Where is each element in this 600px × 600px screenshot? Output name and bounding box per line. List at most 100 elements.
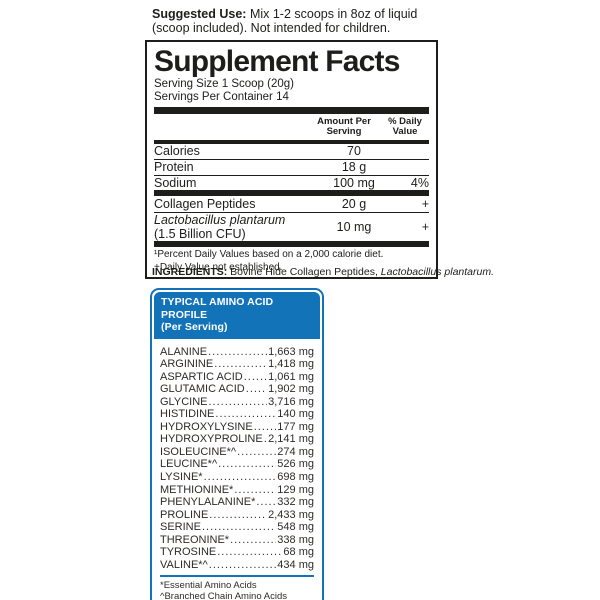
amino-footnote-essential: *Essential Amino Acids xyxy=(160,580,257,592)
amino-name: TYROSINE xyxy=(160,546,217,559)
dot-leader xyxy=(218,458,276,471)
ingredients-label: INGREDIENTS: xyxy=(152,266,228,278)
amino-value: 1,663 mg xyxy=(268,345,314,358)
amino-acid-profile-panel: TYPICAL AMINO ACID PROFILE (Per Serving)… xyxy=(150,288,324,600)
amino-name: GLYCINE xyxy=(160,395,208,408)
amino-value: 1,418 mg xyxy=(268,358,314,371)
dot-leader xyxy=(209,509,267,522)
amino-name: ISOLEUCINE*^ xyxy=(160,445,237,458)
amino-name: LEUCINE*^ xyxy=(160,458,218,471)
ingredients-text: Bovine Hide Collagen Peptides, xyxy=(227,266,381,278)
dot-leader xyxy=(254,421,277,434)
divider-medium xyxy=(154,139,429,144)
nutrient-amount: 20 g xyxy=(341,196,367,211)
amino-name: GLUTAMIC ACID xyxy=(160,383,245,396)
amino-name: ALANINE xyxy=(160,345,208,358)
amino-name: HISTIDINE xyxy=(160,408,215,421)
amino-value: 548 mg xyxy=(277,521,314,534)
amino-value: 698 mg xyxy=(277,470,314,483)
amino-value: 526 mg xyxy=(277,458,314,471)
amino-row: METHIONINE* 129 mg xyxy=(160,484,314,497)
suggested-use-text: Suggested Use: Mix 1-2 scoops in 8oz of … xyxy=(152,7,452,35)
nutrient-amount: 100 mg xyxy=(333,175,375,190)
amino-value: 274 mg xyxy=(277,445,314,458)
column-header-amount: Amount Per Serving xyxy=(317,115,371,138)
nutrient-name: Calories xyxy=(154,144,200,159)
amino-name: HYDROXYLYSINE xyxy=(160,420,253,433)
amino-acid-list: ALANINE 1,663 mg ARGININE 1,418 mg ASPARTI… xyxy=(152,339,322,572)
amino-name: LYSINE* xyxy=(160,470,203,483)
facts-column-headers: Amount Per Serving % Daily Value xyxy=(154,114,429,140)
facts-row-lactobacillus: Lactobacillus plantarum (1.5 Billion CFU)… xyxy=(154,211,429,241)
facts-row-collagen-peptides: Collagen Peptides 20 g + xyxy=(154,196,429,212)
amino-name: METHIONINE* xyxy=(160,483,234,496)
dot-leader xyxy=(244,371,267,384)
dot-leader xyxy=(208,346,267,359)
suggested-use-body: Mix 1-2 scoops in 8oz of liquid (scoop i… xyxy=(152,7,418,35)
nutrient-dv: 4% xyxy=(410,175,429,190)
dot-leader xyxy=(209,559,277,572)
amino-value: 2,433 mg xyxy=(268,508,314,521)
dot-leader xyxy=(246,383,267,396)
amino-name: THREONINE* xyxy=(160,533,230,546)
amino-name: VALINE*^ xyxy=(160,558,208,571)
dot-leader xyxy=(230,534,276,547)
amino-row: SERINE 548 mg xyxy=(160,521,314,534)
amino-value: 338 mg xyxy=(277,533,314,546)
supplement-facts-panel: Supplement Facts Serving Size 1 Scoop (2… xyxy=(145,40,438,279)
amino-value: 129 mg xyxy=(277,483,314,496)
amino-footnote-divider xyxy=(160,575,314,578)
nutrient-name: Sodium xyxy=(154,175,197,190)
divider-heavy xyxy=(154,190,429,197)
nutrient-name: Lactobacillus plantarum (1.5 Billion CFU) xyxy=(154,213,309,241)
nutrient-amount: 18 g xyxy=(341,160,367,175)
amino-row: PROLINE 2,433 mg xyxy=(160,509,314,522)
column-header-daily-value: % Daily Value xyxy=(388,115,422,138)
amino-name: PROLINE xyxy=(160,508,209,521)
amino-value: 332 mg xyxy=(277,496,314,509)
amino-profile-subtitle: (Per Serving) xyxy=(161,321,228,333)
dot-leader xyxy=(214,358,267,371)
amino-profile-header: TYPICAL AMINO ACID PROFILE (Per Serving) xyxy=(154,292,320,339)
amino-value: 1,061 mg xyxy=(268,370,314,383)
nutrient-name: Collagen Peptides xyxy=(154,196,256,211)
facts-row-sodium: Sodium 100 mg 4% xyxy=(154,174,429,191)
dot-leader xyxy=(234,484,276,497)
ingredients-latin: Lactobacillus plantarum. xyxy=(380,266,495,278)
amino-value: 177 mg xyxy=(277,420,314,433)
amino-footnote-branched: ^Branched Chain Amino Acids xyxy=(160,591,287,600)
dot-leader xyxy=(215,408,276,421)
nutrient-name-sub: (1.5 Billion CFU) xyxy=(154,226,246,241)
nutrient-name-latin: Lactobacillus plantarum xyxy=(154,212,286,227)
amino-name: SERINE xyxy=(160,521,201,534)
amino-name: ARGININE xyxy=(160,358,214,371)
nutrient-dv: + xyxy=(421,219,429,234)
amino-row: ASPARTIC ACID 1,061 mg xyxy=(160,371,314,384)
nutrient-name: Protein xyxy=(154,160,194,175)
amino-name: PHENYLALANINE* xyxy=(160,496,256,509)
ingredients-line: INGREDIENTS: Bovine Hide Collagen Peptid… xyxy=(152,266,494,278)
amino-name: ASPARTIC ACID xyxy=(160,370,243,383)
amino-value: 3,716 mg xyxy=(268,395,314,408)
dot-leader xyxy=(208,396,267,409)
amino-value: 434 mg xyxy=(277,558,314,571)
amino-row: GLYCINE 3,716 mg xyxy=(160,396,314,409)
dot-leader xyxy=(256,496,276,509)
amino-name: HYDROXYPROLINE xyxy=(160,433,263,446)
amino-row: PHENYLALANINE* 332 mg xyxy=(160,496,314,509)
amino-row: ARGININE 1,418 mg xyxy=(160,358,314,371)
amino-row: HYDROXYLYSINE 177 mg xyxy=(160,421,314,434)
facts-footnote-not-established: +Daily Value not established. xyxy=(154,261,283,273)
facts-row-calories: Calories 70 xyxy=(154,144,429,160)
facts-footnote-daily-values: ¹Percent Daily Values based on a 2,000 c… xyxy=(154,248,384,260)
facts-row-protein: Protein 18 g xyxy=(154,159,429,175)
dot-leader xyxy=(217,546,282,559)
amino-profile-title: TYPICAL AMINO ACID PROFILE xyxy=(161,296,274,321)
divider-thick xyxy=(154,106,429,114)
amino-row: VALINE*^ 434 mg xyxy=(160,559,314,572)
amino-row: LEUCINE*^ 526 mg xyxy=(160,458,314,471)
dot-leader xyxy=(237,446,276,459)
divider-heavy xyxy=(154,240,429,247)
amino-row: HISTIDINE 140 mg xyxy=(160,408,314,421)
